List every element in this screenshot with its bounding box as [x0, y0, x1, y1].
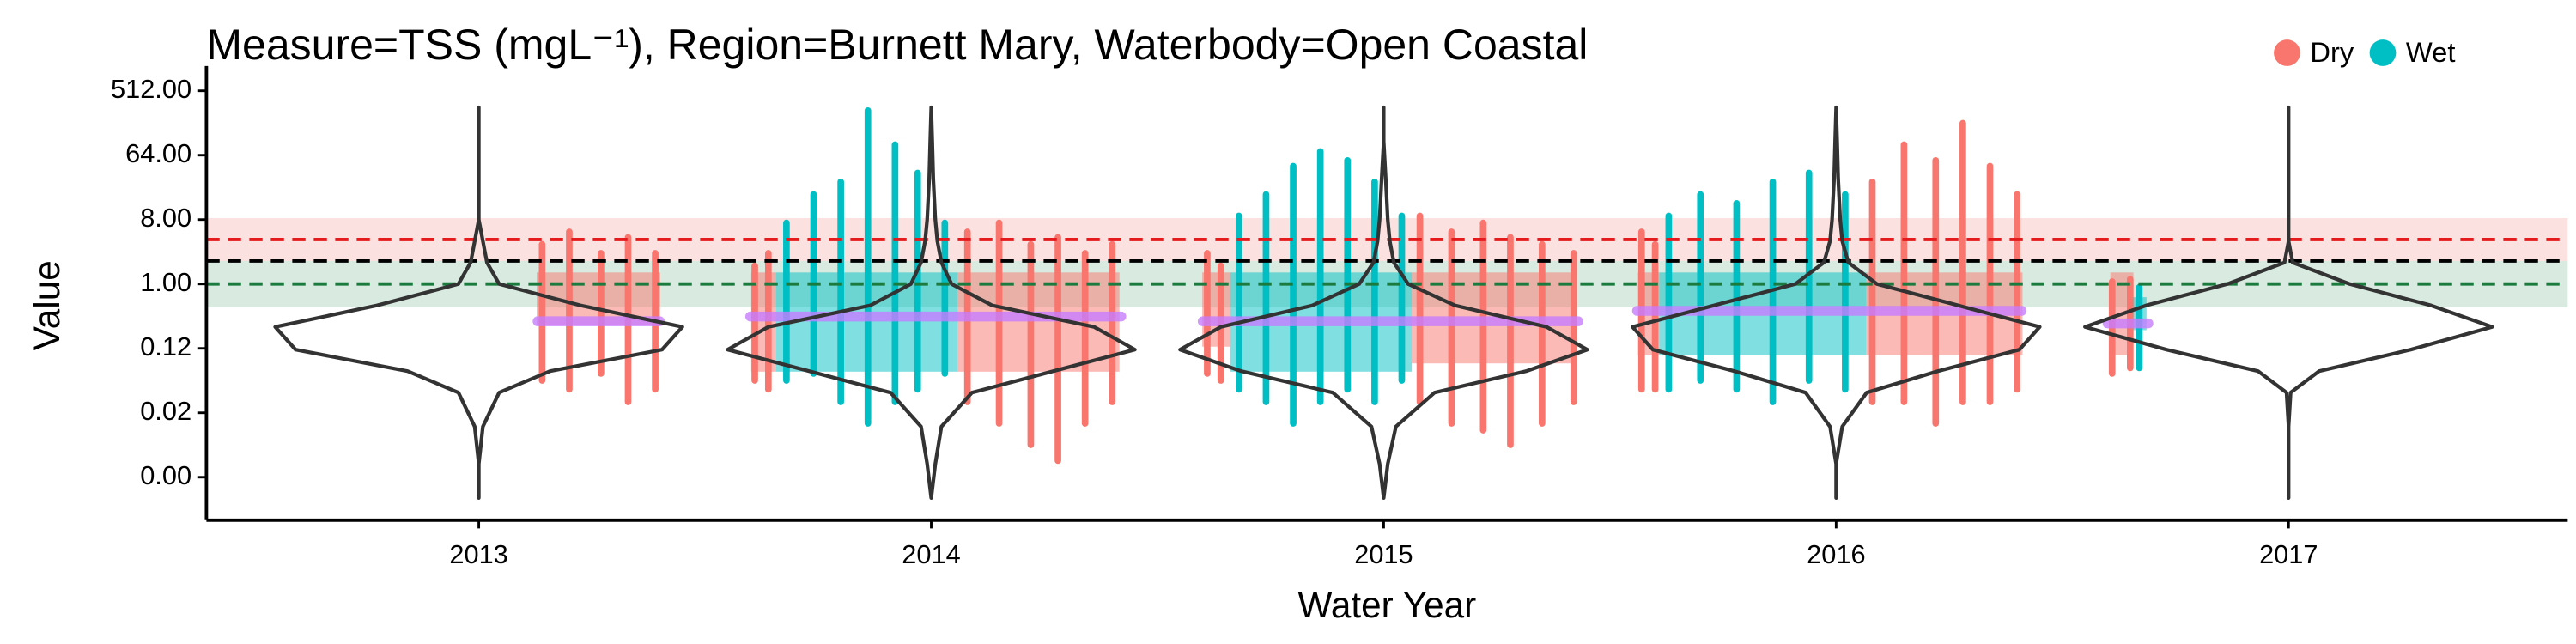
legend-marker [2274, 39, 2300, 66]
violin [726, 105, 1137, 501]
violin [1631, 105, 2042, 501]
x-axis-label: Water Year [1298, 585, 1477, 625]
legend-label: Dry [2310, 36, 2354, 68]
x-tick-label: 2016 [1807, 539, 1865, 569]
chart-title: Measure=TSS (mgL⁻¹), Region=Burnett Mary… [206, 21, 1588, 69]
violin [1178, 105, 1589, 501]
legend-label: Wet [2406, 36, 2456, 68]
y-tick-label: 0.12 [140, 331, 191, 361]
y-tick-label: 8.00 [140, 203, 191, 233]
violin [273, 105, 684, 501]
x-tick-label: 2017 [2259, 539, 2318, 569]
x-tick-label: 2014 [902, 539, 960, 569]
legend-marker [2369, 39, 2397, 66]
trend-line [532, 306, 2154, 329]
x-tick-label: 2015 [1354, 539, 1413, 569]
y-tick-label: 1.00 [140, 267, 191, 297]
season-box [775, 272, 958, 372]
y-tick-label: 0.02 [140, 396, 191, 426]
y-axis-label: Value [27, 260, 67, 350]
y-tick-label: 64.00 [125, 138, 191, 168]
y-tick-label: 512.00 [111, 74, 191, 104]
season-box [957, 272, 1120, 372]
y-tick-label: 0.00 [140, 460, 191, 490]
x-tick-label: 2013 [449, 539, 507, 569]
point-strip [864, 106, 872, 427]
violin [2083, 105, 2494, 501]
